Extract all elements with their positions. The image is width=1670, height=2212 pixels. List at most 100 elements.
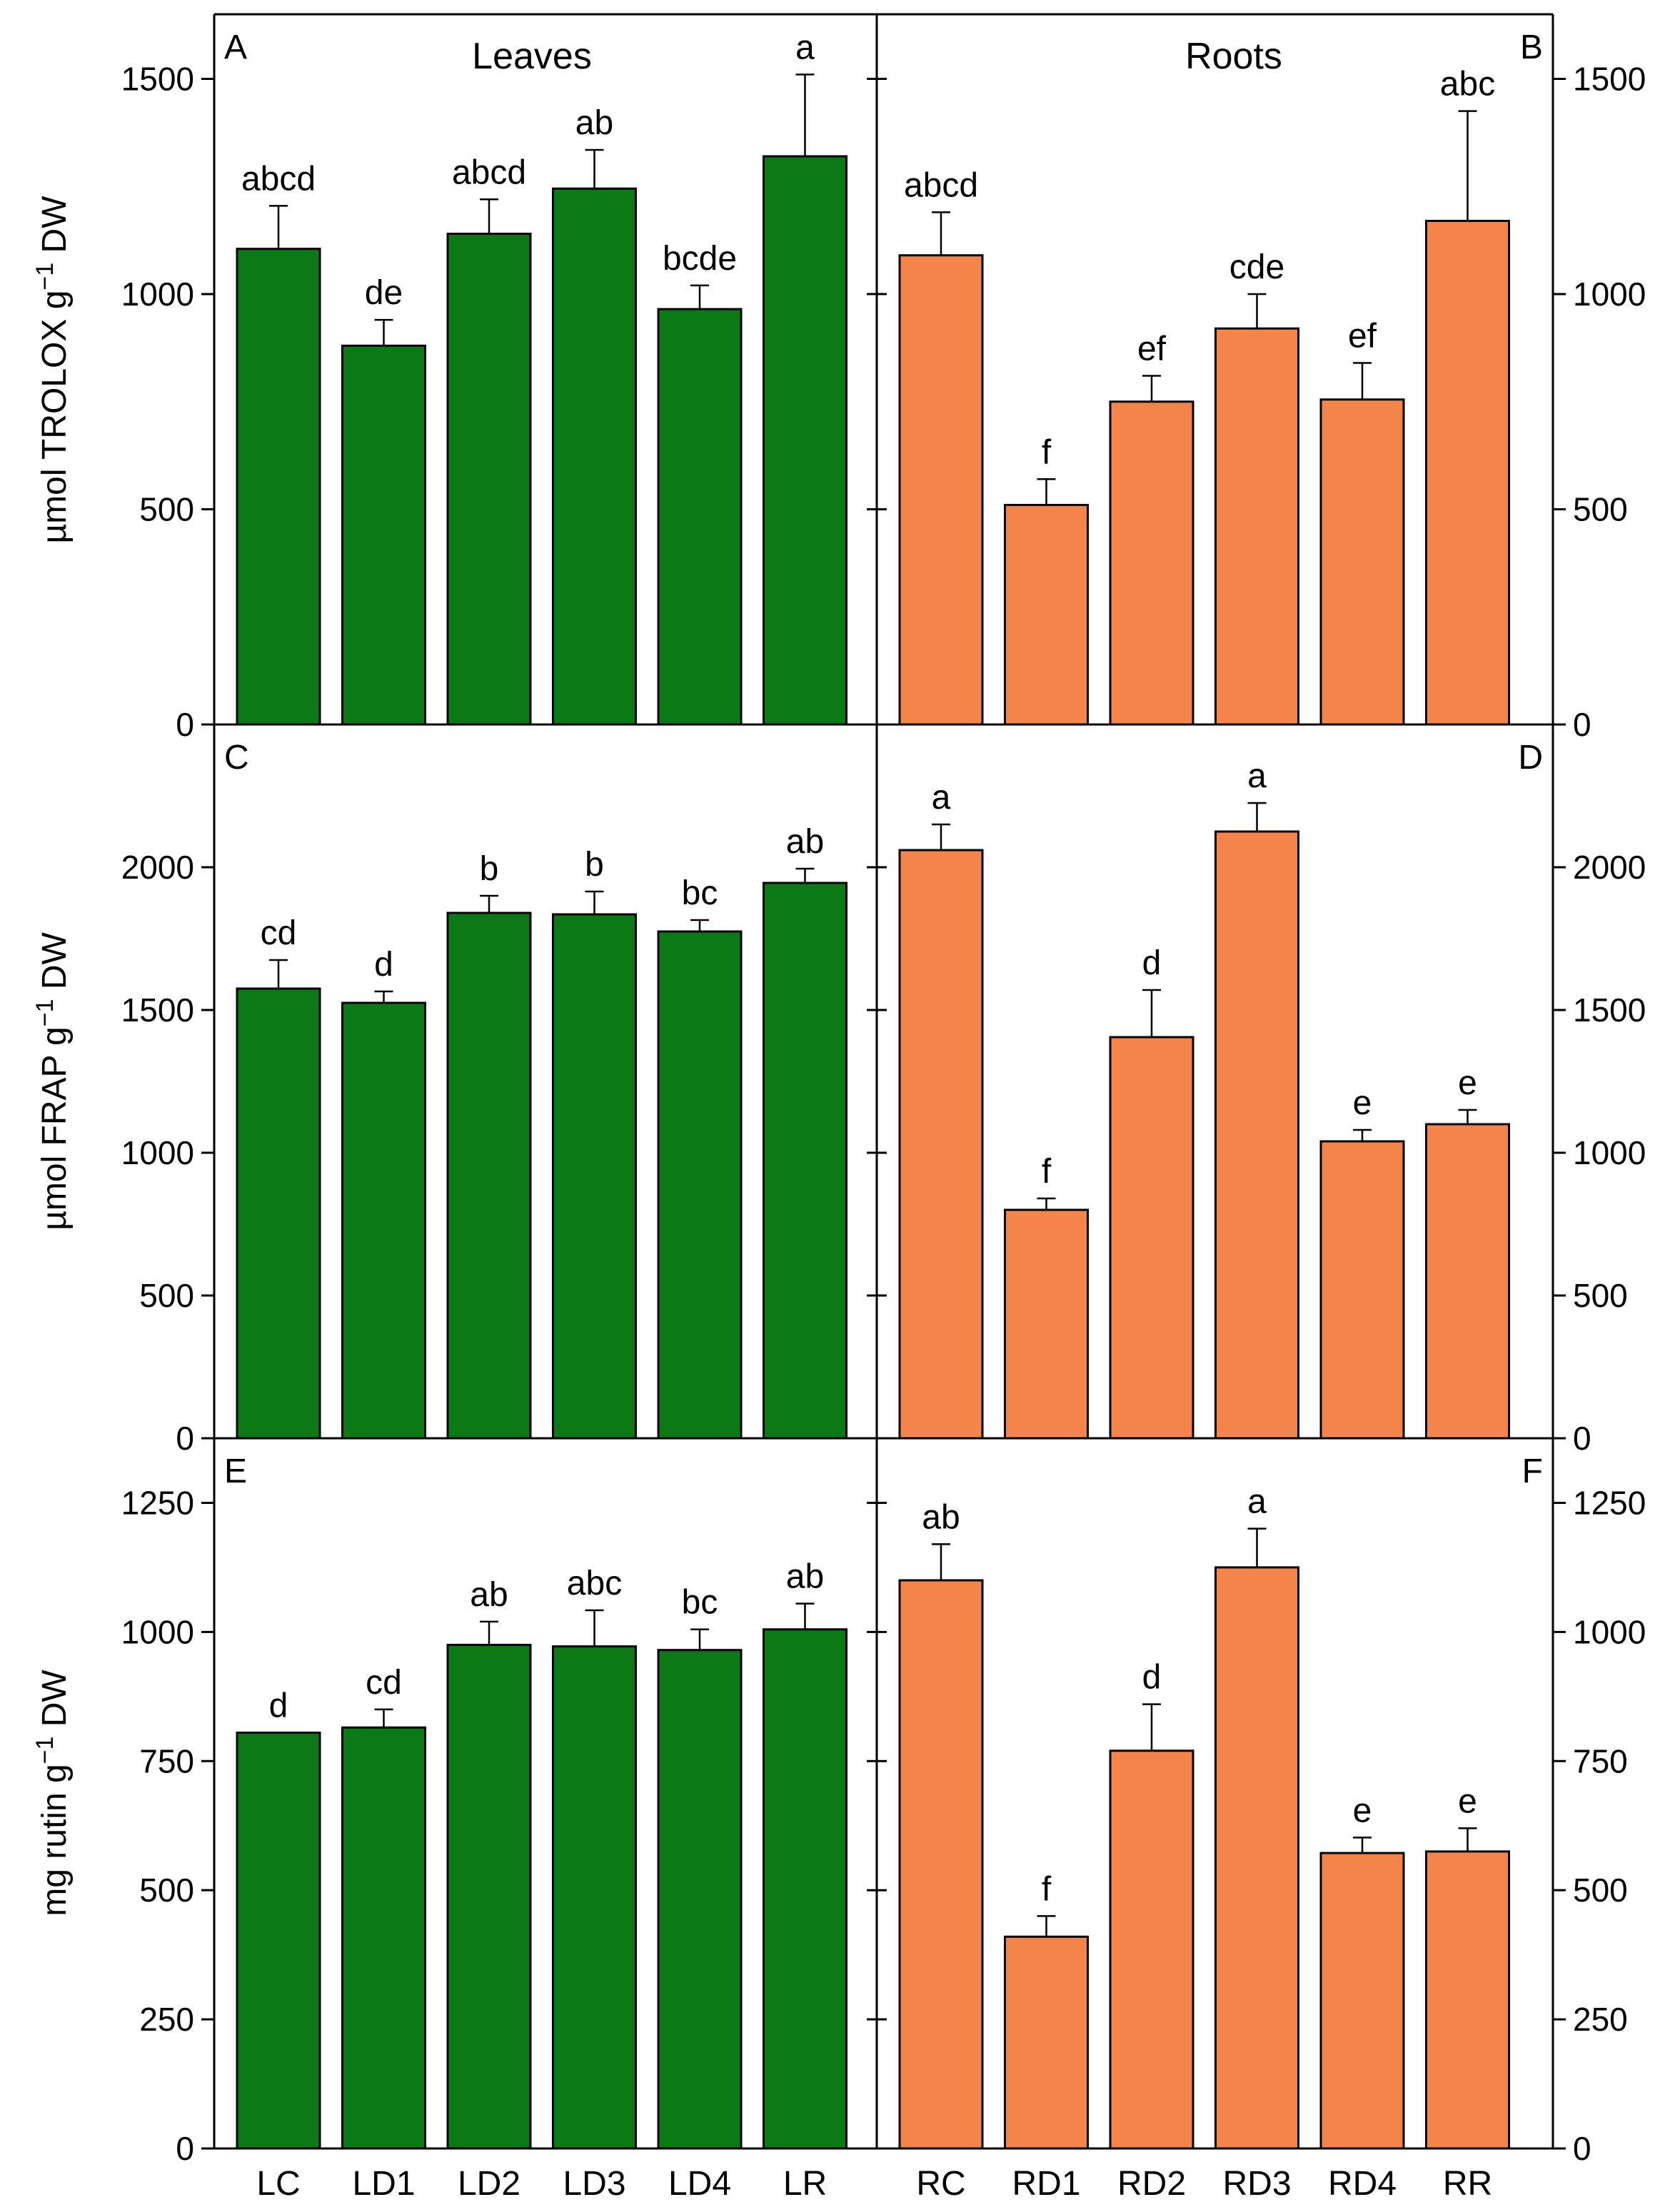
bar-d-rc <box>898 849 984 1440</box>
bar-e-lr <box>763 1628 847 2150</box>
bar-d-rd2 <box>1109 1036 1194 1440</box>
x-tick-label-lr: LR <box>783 2165 827 2203</box>
y-tick-label-c-1000: 1000 <box>121 1134 194 1171</box>
x-tick-label-ld4: LD4 <box>668 2165 731 2203</box>
significance-label-e-3: ab <box>470 1576 508 1614</box>
significance-label-b-2: f <box>1042 433 1052 471</box>
bar-e-lc <box>236 1731 321 2150</box>
x-tick-label-rd1: RD1 <box>1012 2165 1080 2203</box>
bar-b-rd1 <box>1004 503 1089 726</box>
y-tick-label-e-500: 500 <box>139 1872 194 1909</box>
x-tick-label-rd3: RD3 <box>1222 2165 1291 2203</box>
y-tick-label-b-0: 0 <box>1573 706 1591 743</box>
roots-title: Roots <box>1185 36 1282 77</box>
y-tick-label-e-1000: 1000 <box>121 1613 194 1650</box>
y-tick-label-b-1000: 1000 <box>1573 276 1646 313</box>
bar-a-lr <box>763 155 847 726</box>
significance-label-f-6: e <box>1458 1782 1477 1820</box>
y-axis-title-exponent-2: −1 <box>31 999 59 1027</box>
bar-f-rd2 <box>1109 1749 1194 2150</box>
significance-label-c-6: ab <box>786 823 824 861</box>
significance-label-b-5: ef <box>1348 317 1377 355</box>
y-axis-title-2: µmol FRAP g−1 DW <box>31 932 74 1231</box>
panel-letter-b: B <box>1520 29 1543 66</box>
significance-label-a-3: abcd <box>452 153 526 191</box>
x-tick-label-rd2: RD2 <box>1117 2165 1186 2203</box>
significance-label-e-4: abc <box>567 1565 622 1602</box>
bar-d-rd1 <box>1004 1208 1089 1440</box>
y-tick-label-a-1000: 1000 <box>121 276 194 313</box>
significance-label-e-1: d <box>269 1687 288 1724</box>
y-tick-label-e-750: 750 <box>139 1742 194 1779</box>
y-tick-label-c-500: 500 <box>139 1277 194 1314</box>
x-tick-label-lc: LC <box>256 2165 300 2203</box>
y-axis-title-unit-1: DW <box>36 196 74 263</box>
bar-e-ld3 <box>552 1645 637 2150</box>
panel-letter-d: D <box>1518 739 1543 777</box>
bar-e-ld1 <box>341 1726 426 2150</box>
significance-label-b-6: abc <box>1440 66 1495 103</box>
significance-label-d-3: d <box>1142 944 1162 982</box>
y-tick-label-d-500: 500 <box>1573 1277 1628 1314</box>
y-axis-title-base-1: µmol TROLOX g <box>36 291 74 544</box>
y-tick-label-f-1250: 1250 <box>1573 1484 1646 1521</box>
significance-label-a-4: ab <box>575 104 613 142</box>
y-tick-label-f-500: 500 <box>1573 1872 1628 1909</box>
significance-label-d-4: a <box>1247 757 1267 795</box>
x-tick-label-ld1: LD1 <box>352 2165 415 2203</box>
bar-b-rc <box>898 254 984 726</box>
significance-label-f-3: d <box>1142 1659 1162 1697</box>
bar-f-rd4 <box>1319 1852 1405 2150</box>
y-axis-title-unit-3: DW <box>36 1670 74 1737</box>
bar-c-ld3 <box>552 913 637 1440</box>
significance-label-c-4: b <box>585 846 604 884</box>
y-tick-label-c-1500: 1500 <box>121 991 194 1029</box>
bar-f-rc <box>898 1579 984 2150</box>
y-axis-title-3: mg rutin g−1 DW <box>31 1670 74 1916</box>
x-tick-label-rr: RR <box>1443 2165 1492 2203</box>
leaves-title: Leaves <box>472 36 592 77</box>
bar-c-lc <box>236 987 321 1440</box>
bar-f-rd3 <box>1214 1566 1299 2150</box>
panel-letter-a: A <box>224 29 247 66</box>
significance-label-f-1: ab <box>922 1498 960 1536</box>
bar-f-rd1 <box>1004 1935 1089 2150</box>
significance-label-a-1: abcd <box>241 160 316 198</box>
y-tick-label-e-1250: 1250 <box>121 1484 194 1521</box>
y-axis-title-1: µmol TROLOX g−1 DW <box>31 196 74 544</box>
significance-label-f-4: a <box>1247 1483 1267 1521</box>
significance-label-d-2: f <box>1042 1153 1052 1191</box>
y-tick-label-f-750: 750 <box>1573 1742 1628 1779</box>
labels-layer: Leaves Roots abcddeabcdabbcdea0500100015… <box>31 29 1646 2203</box>
significance-label-b-1: abcd <box>904 166 978 204</box>
x-tick-label-ld3: LD3 <box>563 2165 625 2203</box>
bar-b-rd4 <box>1319 398 1405 726</box>
y-tick-label-e-250: 250 <box>139 2001 194 2038</box>
y-tick-label-a-1500: 1500 <box>121 60 194 97</box>
significance-label-a-5: bcde <box>663 240 737 278</box>
significance-label-e-2: cd <box>366 1664 402 1702</box>
y-tick-label-b-500: 500 <box>1573 490 1628 527</box>
y-tick-label-d-2000: 2000 <box>1573 849 1646 886</box>
significance-label-c-1: cd <box>261 914 297 952</box>
significance-label-e-5: bc <box>682 1584 718 1622</box>
y-tick-label-d-1000: 1000 <box>1573 1134 1646 1171</box>
bar-b-rd3 <box>1214 327 1299 726</box>
significance-label-f-5: e <box>1353 1792 1372 1829</box>
bar-d-rd3 <box>1214 830 1299 1440</box>
significance-label-b-4: cde <box>1229 248 1284 286</box>
bar-e-ld2 <box>446 1643 532 2150</box>
significance-label-f-2: f <box>1042 1870 1052 1908</box>
x-tick-label-ld2: LD2 <box>458 2165 520 2203</box>
x-tick-label-rd4: RD4 <box>1328 2165 1397 2203</box>
y-axis-title-base-3: mg rutin g <box>36 1764 74 1916</box>
panel-letter-e: E <box>224 1453 247 1490</box>
y-tick-label-e-0: 0 <box>176 2130 194 2167</box>
significance-label-a-6: a <box>795 29 815 66</box>
significance-label-c-3: b <box>480 850 499 888</box>
significance-label-c-5: bc <box>682 874 718 912</box>
significance-label-d-1: a <box>932 779 951 817</box>
y-tick-label-c-2000: 2000 <box>121 849 194 886</box>
x-tick-label-rc: RC <box>916 2165 965 2203</box>
bar-a-ld4 <box>657 308 743 726</box>
